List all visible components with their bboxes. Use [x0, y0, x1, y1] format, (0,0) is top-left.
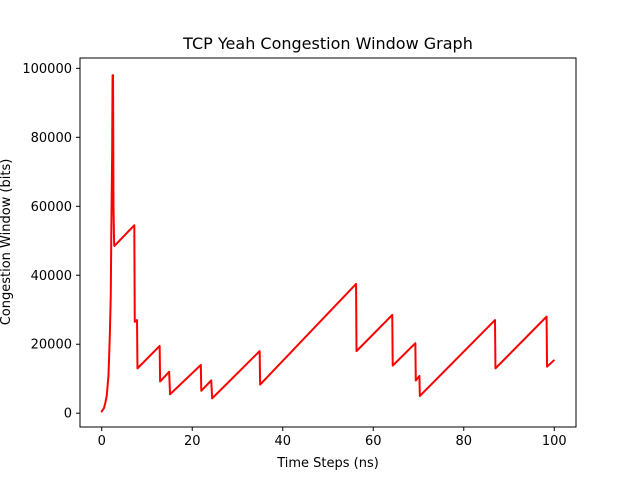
y-tick-label: 0	[64, 407, 72, 422]
y-tick-label: 60000	[31, 200, 72, 215]
x-tick-label: 20	[184, 434, 201, 449]
plot-area	[100, 74, 555, 413]
x-tick-label: 80	[455, 434, 472, 449]
y-axis-label: Congestion Window (bits)	[0, 159, 14, 326]
x-axis-label: Time Steps (ns)	[276, 456, 379, 471]
y-tick-label: 40000	[31, 269, 72, 284]
x-axis: 0 20 40 60 80 100	[98, 427, 567, 449]
y-axis: 0 20000 40000 60000 80000 100000	[22, 62, 80, 422]
y-tick-label: 80000	[31, 131, 72, 146]
x-tick-label: 0	[98, 434, 106, 449]
y-tick-label: 100000	[22, 62, 72, 77]
x-tick-label: 60	[365, 434, 382, 449]
y-tick-label: 20000	[31, 338, 72, 353]
series-line-0	[100, 74, 555, 413]
chart-title: TCP Yeah Congestion Window Graph	[182, 34, 473, 53]
axes-frame	[79, 57, 577, 428]
x-tick-label: 40	[274, 434, 291, 449]
x-tick-label: 100	[542, 434, 567, 449]
